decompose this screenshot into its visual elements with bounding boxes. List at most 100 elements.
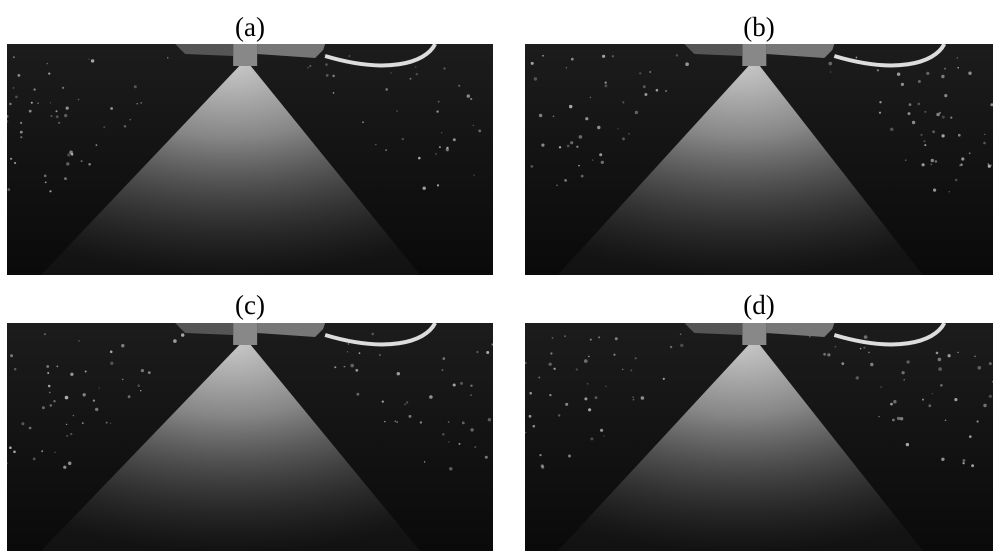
droplet: [69, 151, 73, 155]
droplet: [423, 187, 426, 190]
droplet: [553, 116, 555, 118]
droplet: [396, 110, 397, 111]
droplet: [442, 369, 444, 371]
droplet: [416, 73, 418, 75]
droplet: [390, 72, 392, 74]
droplet: [78, 99, 79, 100]
droplet: [918, 103, 921, 106]
droplet: [348, 343, 350, 345]
droplet: [590, 97, 592, 99]
droplet: [968, 72, 971, 75]
droplet: [18, 74, 21, 77]
droplet: [649, 71, 651, 73]
droplet: [418, 157, 421, 160]
droplet: [960, 164, 962, 166]
droplet: [587, 383, 589, 385]
droplet: [140, 102, 142, 104]
spray-photo: [7, 323, 493, 551]
droplet: [628, 133, 630, 135]
droplet: [656, 89, 659, 92]
droplet: [50, 102, 51, 103]
droplet: [827, 353, 830, 356]
droplet: [70, 433, 72, 435]
droplet: [436, 110, 438, 112]
droplet: [988, 165, 991, 168]
droplet: [307, 67, 308, 68]
droplet: [357, 393, 360, 396]
droplet: [459, 443, 461, 445]
droplet: [901, 83, 904, 86]
droplet: [9, 446, 12, 449]
droplet: [441, 132, 442, 133]
nozzle: [742, 323, 766, 345]
droplet: [598, 336, 600, 338]
droplet: [448, 421, 450, 423]
droplet: [902, 371, 905, 374]
droplet: [124, 125, 127, 128]
droplet: [62, 87, 64, 89]
droplet: [474, 446, 476, 448]
droplet: [88, 163, 91, 166]
droplet: [969, 435, 972, 438]
droplet: [988, 163, 990, 165]
droplet: [379, 354, 381, 356]
spray-photo: [525, 44, 993, 275]
droplet: [8, 188, 11, 191]
droplet: [924, 111, 926, 113]
droplet: [66, 107, 69, 110]
droplet: [615, 337, 618, 340]
droplet: [309, 65, 311, 67]
droplet: [110, 351, 113, 354]
droplet: [605, 386, 606, 387]
droplet: [78, 340, 79, 341]
droplet: [42, 406, 45, 409]
droplet: [446, 148, 449, 151]
droplet: [612, 55, 614, 57]
droplet: [969, 152, 971, 154]
droplet: [957, 57, 959, 59]
droplet: [467, 94, 470, 97]
droplet: [963, 462, 965, 464]
droplet: [906, 443, 909, 446]
droplet: [14, 162, 16, 164]
droplet: [396, 421, 397, 422]
droplet: [529, 392, 532, 395]
droplet: [332, 75, 335, 78]
droplet: [823, 353, 826, 356]
droplet: [14, 368, 16, 370]
droplet: [44, 333, 46, 335]
droplet: [350, 364, 354, 368]
droplet: [958, 134, 961, 137]
droplet: [897, 73, 900, 76]
droplet: [54, 452, 55, 453]
droplet: [81, 160, 83, 162]
droplet: [941, 458, 944, 461]
droplet: [860, 348, 862, 350]
nozzle: [742, 44, 766, 66]
droplet: [617, 128, 618, 129]
droplet: [529, 415, 532, 418]
droplet: [470, 428, 473, 431]
droplet: [110, 362, 113, 365]
droplet: [103, 126, 105, 128]
droplet: [443, 357, 446, 360]
droplet: [602, 55, 605, 58]
droplet: [632, 396, 634, 398]
droplet: [359, 352, 361, 354]
droplet: [945, 420, 947, 422]
droplet: [470, 385, 472, 387]
droplet: [977, 420, 979, 422]
droplet: [453, 138, 456, 141]
droplet: [590, 339, 592, 341]
droplet: [173, 339, 177, 343]
droplet: [56, 110, 58, 112]
droplet: [371, 333, 374, 336]
droplet: [539, 114, 542, 117]
droplet: [10, 354, 13, 357]
panel-label: (a): [7, 12, 493, 42]
droplet: [435, 153, 436, 154]
droplet: [989, 362, 992, 365]
droplet: [903, 379, 905, 381]
droplet: [167, 57, 168, 58]
droplet: [978, 366, 982, 370]
